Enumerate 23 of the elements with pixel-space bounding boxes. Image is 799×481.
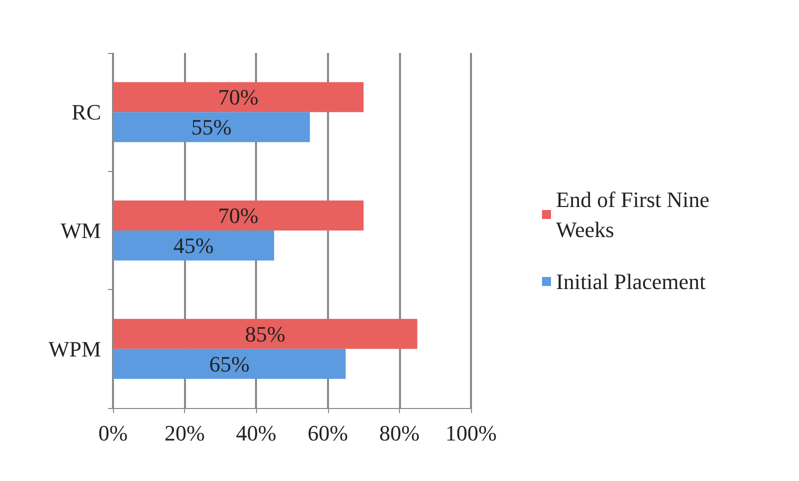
y-tick-label: WM bbox=[60, 218, 101, 243]
legend-label: Initial Placement bbox=[556, 269, 706, 294]
x-tick-label: 40% bbox=[236, 420, 276, 446]
x-tick-label: 80% bbox=[379, 420, 420, 446]
bar bbox=[113, 230, 274, 260]
data-label: 55% bbox=[191, 114, 232, 140]
bar bbox=[113, 112, 310, 142]
x-tick-label: 20% bbox=[164, 420, 205, 446]
data-label: 85% bbox=[244, 321, 286, 346]
bar bbox=[113, 200, 364, 230]
bar bbox=[113, 348, 346, 379]
x-tick-label: 0% bbox=[98, 420, 128, 446]
legend-label: End of First Nine Weeks bbox=[556, 187, 715, 242]
x-tick-label: 60% bbox=[308, 420, 348, 446]
data-label: 45% bbox=[173, 233, 214, 258]
y-tick-label: WPM bbox=[48, 336, 101, 362]
y-tick-label: RC bbox=[72, 100, 101, 125]
bar bbox=[113, 318, 418, 349]
bar bbox=[113, 82, 364, 112]
data-label: 70% bbox=[218, 203, 258, 228]
data-label: 65% bbox=[209, 351, 250, 376]
x-tick-label: 100% bbox=[445, 420, 497, 446]
data-label: 70% bbox=[218, 84, 258, 110]
